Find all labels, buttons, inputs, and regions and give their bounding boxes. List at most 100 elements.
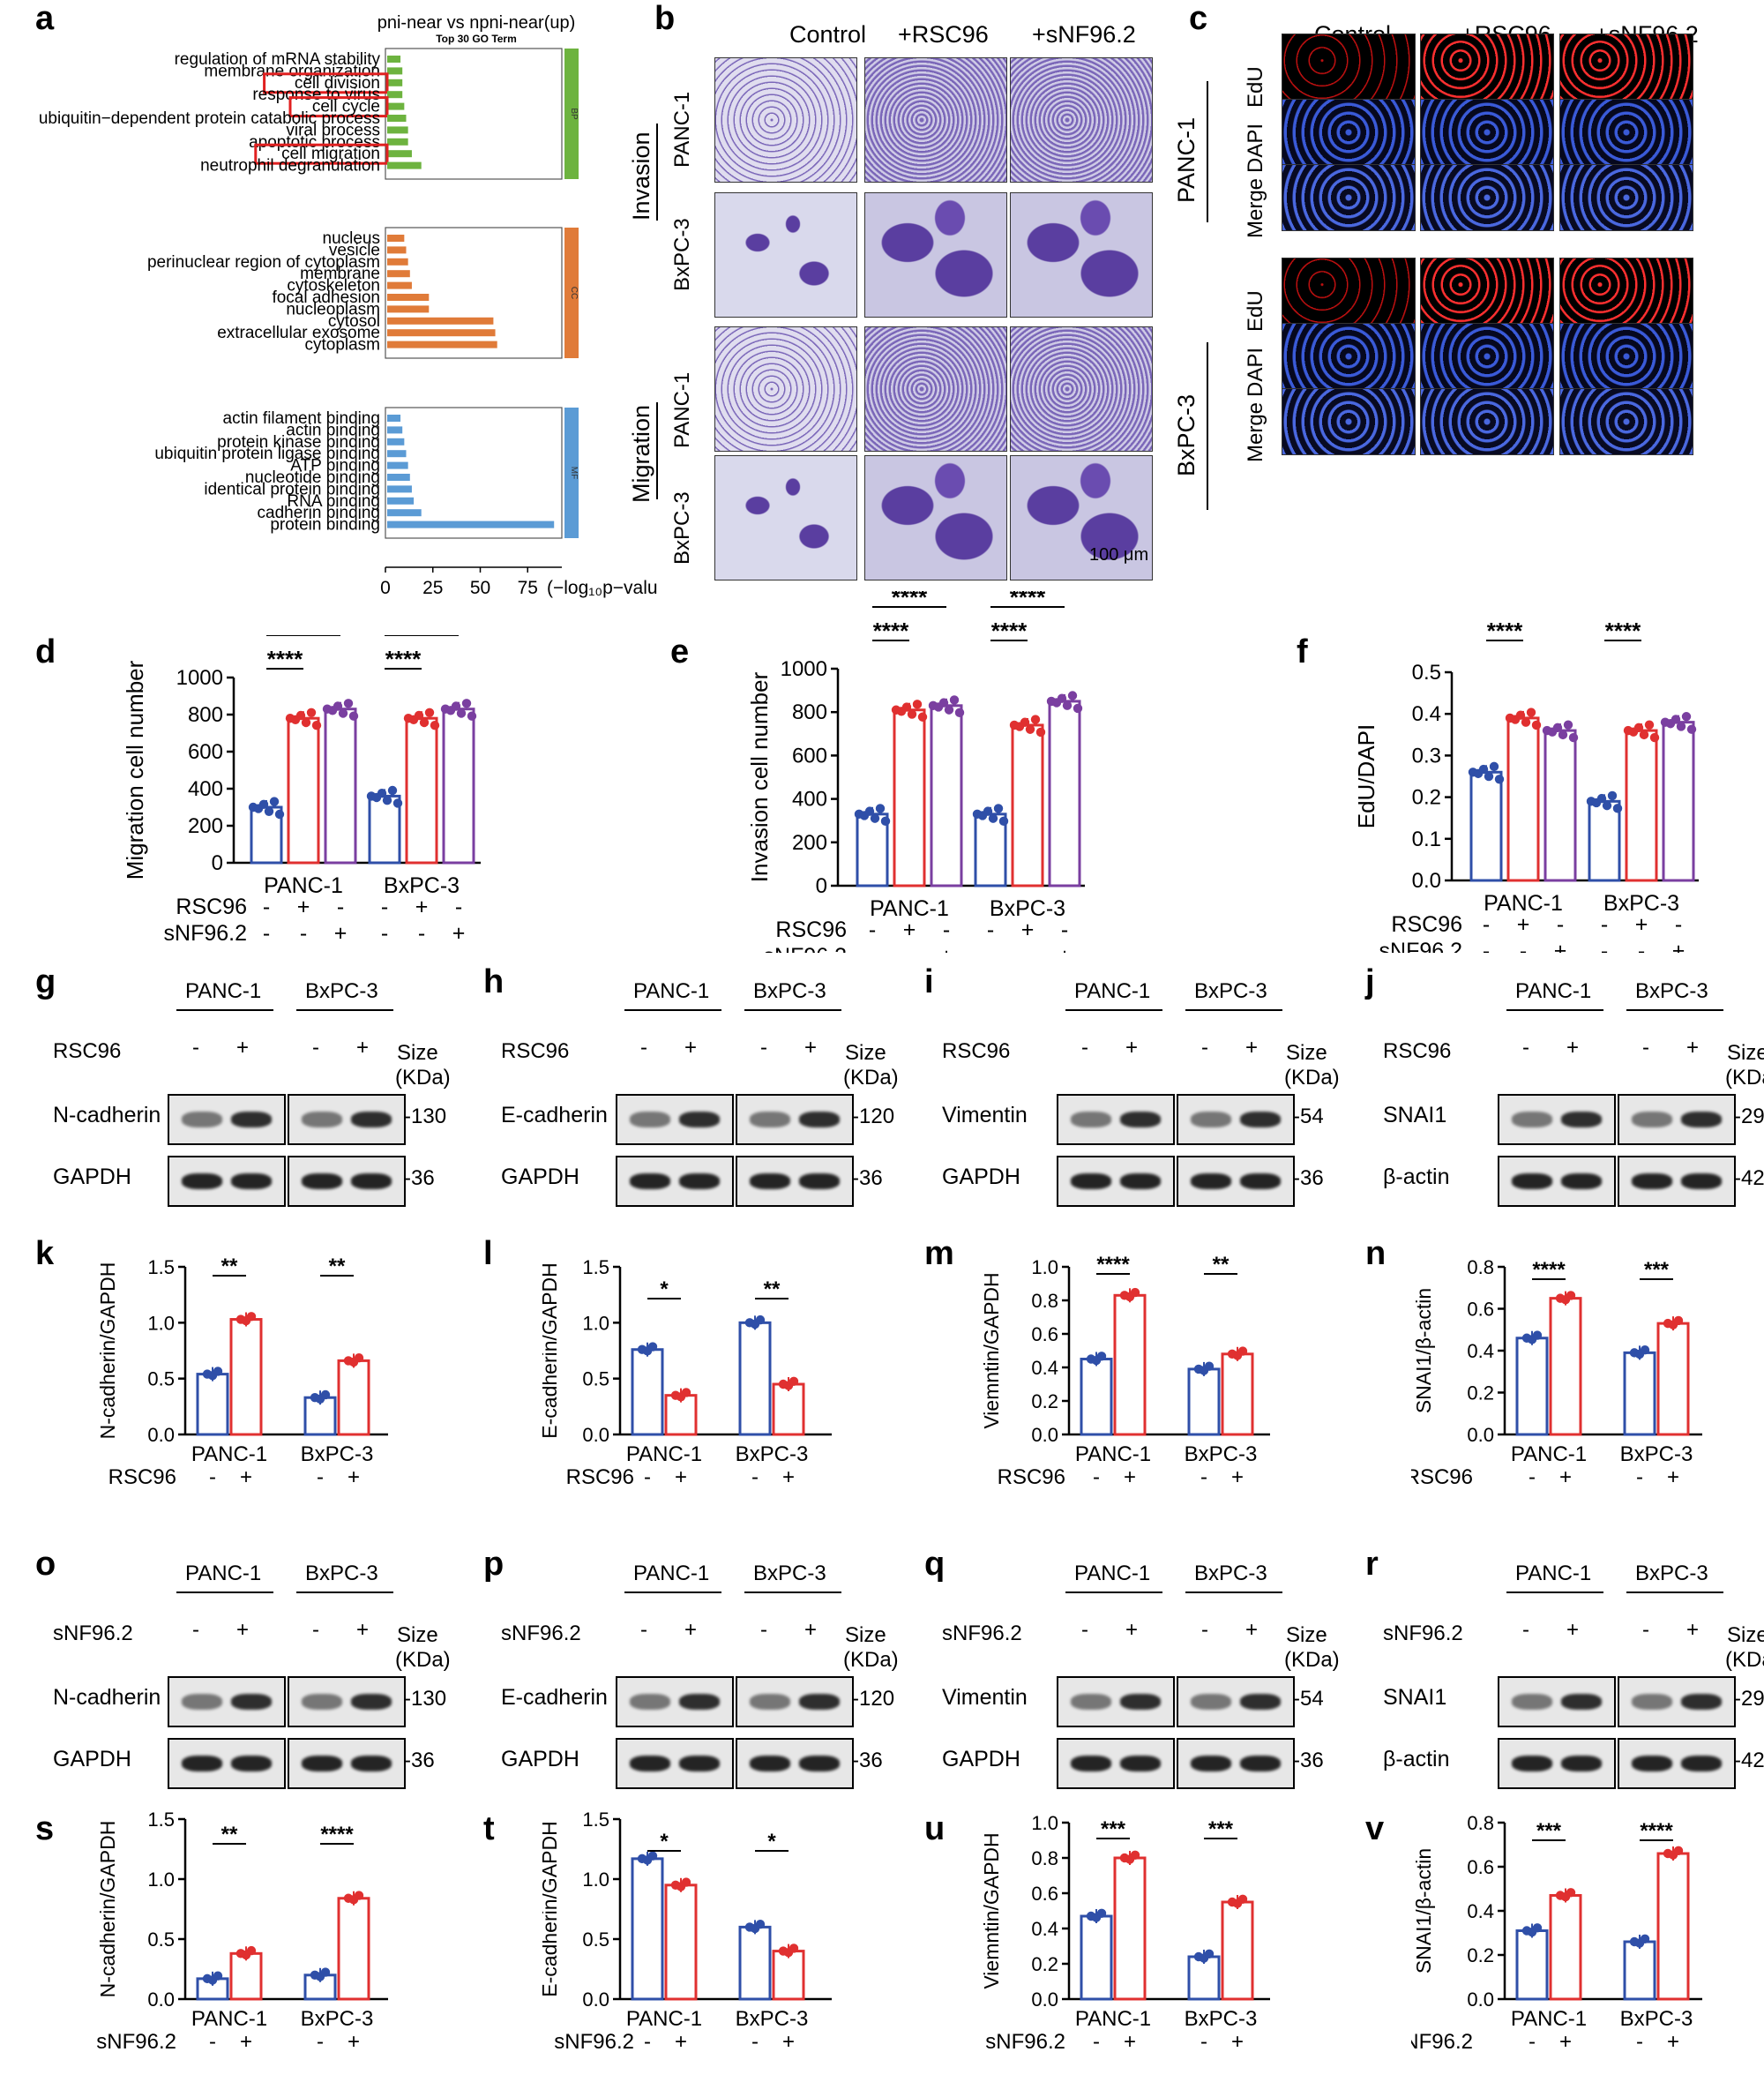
protein-band: [630, 1694, 670, 1710]
protein-band: [750, 1756, 790, 1771]
protein-band: [1191, 1694, 1231, 1710]
b-row-4: BxPC-3: [670, 491, 694, 565]
data-point: [1489, 761, 1499, 772]
edu-image: [1282, 258, 1416, 325]
data-point: [213, 1367, 223, 1376]
edu-image: [1420, 34, 1554, 101]
data-point: [1096, 1908, 1107, 1918]
treatment-label: sNF96.2: [1411, 2030, 1473, 2054]
wb-treatment-label: sNF96.2: [53, 1621, 133, 1645]
blot-band-box: [1498, 1094, 1616, 1145]
wb-size-label: Size: [1727, 1041, 1764, 1065]
treatment-sign: -: [1638, 939, 1645, 953]
go-strip-label-mf: MF: [569, 467, 579, 479]
data-point: [1035, 727, 1046, 738]
panel-label-c: c: [1189, 0, 1208, 37]
go-bar: [387, 341, 497, 348]
group-label: BxPC-3: [301, 2007, 374, 2031]
wb-protein-label: SNAI1: [1383, 1103, 1447, 1127]
chart-l-ecadherin: 0.0 0.5 1.0 1.5 E-cadherin/GAPDH PANC-1 * BxPC-…: [542, 1256, 832, 1489]
group-label: PANC-1: [264, 873, 343, 898]
treatment-label: RSC96: [1391, 912, 1462, 937]
data-point: [1130, 1850, 1140, 1860]
treatment-label: sNF96.2: [764, 944, 847, 953]
sig-label: **: [221, 1823, 238, 1846]
wb-kda-marker: -36: [404, 1166, 435, 1190]
go-x-axis-label: (−log₁₀p−value): [547, 578, 657, 598]
treatment-label: RSC96: [775, 917, 847, 942]
data-point: [1673, 1846, 1684, 1855]
protein-band: [1240, 1756, 1281, 1771]
protein-band: [750, 1173, 790, 1189]
data-point: [1558, 730, 1568, 740]
treatment-sign: +: [415, 895, 429, 919]
wb-protein-label: E-cadherin: [501, 1685, 608, 1710]
treatment-sign: -: [1636, 1465, 1643, 1489]
data-point: [1237, 1346, 1248, 1356]
data-point: [306, 708, 317, 717]
protein-band: [1632, 1173, 1672, 1189]
wb-kda-marker: -120: [852, 1105, 895, 1128]
data-point: [789, 1943, 799, 1953]
b-col-control: Control: [789, 21, 867, 48]
wb-kda-marker: -36: [1293, 1166, 1324, 1190]
data-point: [880, 816, 891, 827]
protein-band: [1071, 1756, 1111, 1771]
sig-label: ****: [320, 1823, 354, 1846]
bar: [772, 1950, 805, 2001]
wb-kda-marker: -130: [404, 1105, 447, 1128]
wb-kda-marker: -29: [1734, 1105, 1764, 1128]
wb-cell-line: PANC-1: [1515, 979, 1592, 1003]
data-point: [1532, 1330, 1543, 1340]
treatment-sign: +: [240, 2030, 252, 2054]
group-label: PANC-1: [191, 1442, 267, 1466]
wb-cell-line: PANC-1: [1515, 1562, 1592, 1585]
y-tick-label: 0.0: [1031, 1424, 1058, 1446]
y-tick-label: 0.5: [1412, 661, 1441, 685]
go-term-label: neutrophil degranulation: [200, 157, 380, 176]
go-term-label: cytosol: [328, 312, 380, 331]
protein-band: [1512, 1173, 1552, 1189]
protein-band: [1632, 1112, 1672, 1127]
y-tick-label: 400: [792, 788, 827, 812]
sig-label: **: [764, 1277, 781, 1301]
y-axis-label: Migration cell number: [123, 660, 148, 880]
panel-label-q: q: [924, 1546, 946, 1583]
treatment-sign: +: [240, 1465, 252, 1489]
data-point: [414, 710, 424, 721]
bar: [1011, 723, 1044, 887]
y-tick-label: 0: [212, 851, 223, 875]
y-tick-label: 1.5: [147, 1809, 175, 1831]
wb-treatment-label: sNF96.2: [1383, 1621, 1463, 1645]
data-point: [983, 806, 993, 816]
data-point: [1676, 722, 1686, 731]
y-tick-label: 200: [792, 831, 827, 855]
treatment-label: sNF96.2: [164, 921, 247, 946]
y-tick-label: 1.0: [147, 1869, 175, 1891]
wb-cell-line: BxPC-3: [1194, 1562, 1267, 1585]
wb-kda-marker: -42: [1734, 1166, 1764, 1190]
y-tick-label: 200: [188, 814, 223, 838]
bar: [442, 708, 475, 865]
western-blot-o: PANC-1 BxPC-3 sNF96.2 - + - + Size (KDa) N-cadher…: [35, 1553, 476, 1791]
go-term-label: perinuclear region of cytoplasm: [147, 253, 380, 272]
group-label: BxPC-3: [990, 896, 1065, 921]
go-bar: [387, 461, 408, 469]
transwell-image: [714, 57, 857, 183]
y-tick-label: 400: [188, 777, 223, 801]
transwell-image: [1010, 57, 1153, 183]
go-term-label: focal adhesion: [272, 288, 380, 307]
wb-size-unit: (KDa): [1725, 1648, 1764, 1672]
wb-size-label: Size: [397, 1623, 438, 1647]
chart-m-vimentin: 0.0 0.2 0.4 0.6 0.8 1.0 Viemntin/GAPDH PANC-1 **…: [980, 1253, 1270, 1489]
data-point: [1673, 1315, 1684, 1326]
y-tick-label: 0.0: [582, 1988, 609, 2011]
data-point: [1067, 691, 1078, 700]
wb-cell-line: BxPC-3: [1635, 1562, 1708, 1585]
wb-treatment-sign: +: [1125, 1618, 1139, 1642]
group-label: BxPC-3: [384, 873, 460, 898]
edu-image: [1282, 164, 1416, 231]
y-tick-label: 0.4: [1031, 1918, 1058, 1940]
go-term-label: cadherin binding: [258, 504, 380, 522]
go-bar: [387, 56, 401, 63]
